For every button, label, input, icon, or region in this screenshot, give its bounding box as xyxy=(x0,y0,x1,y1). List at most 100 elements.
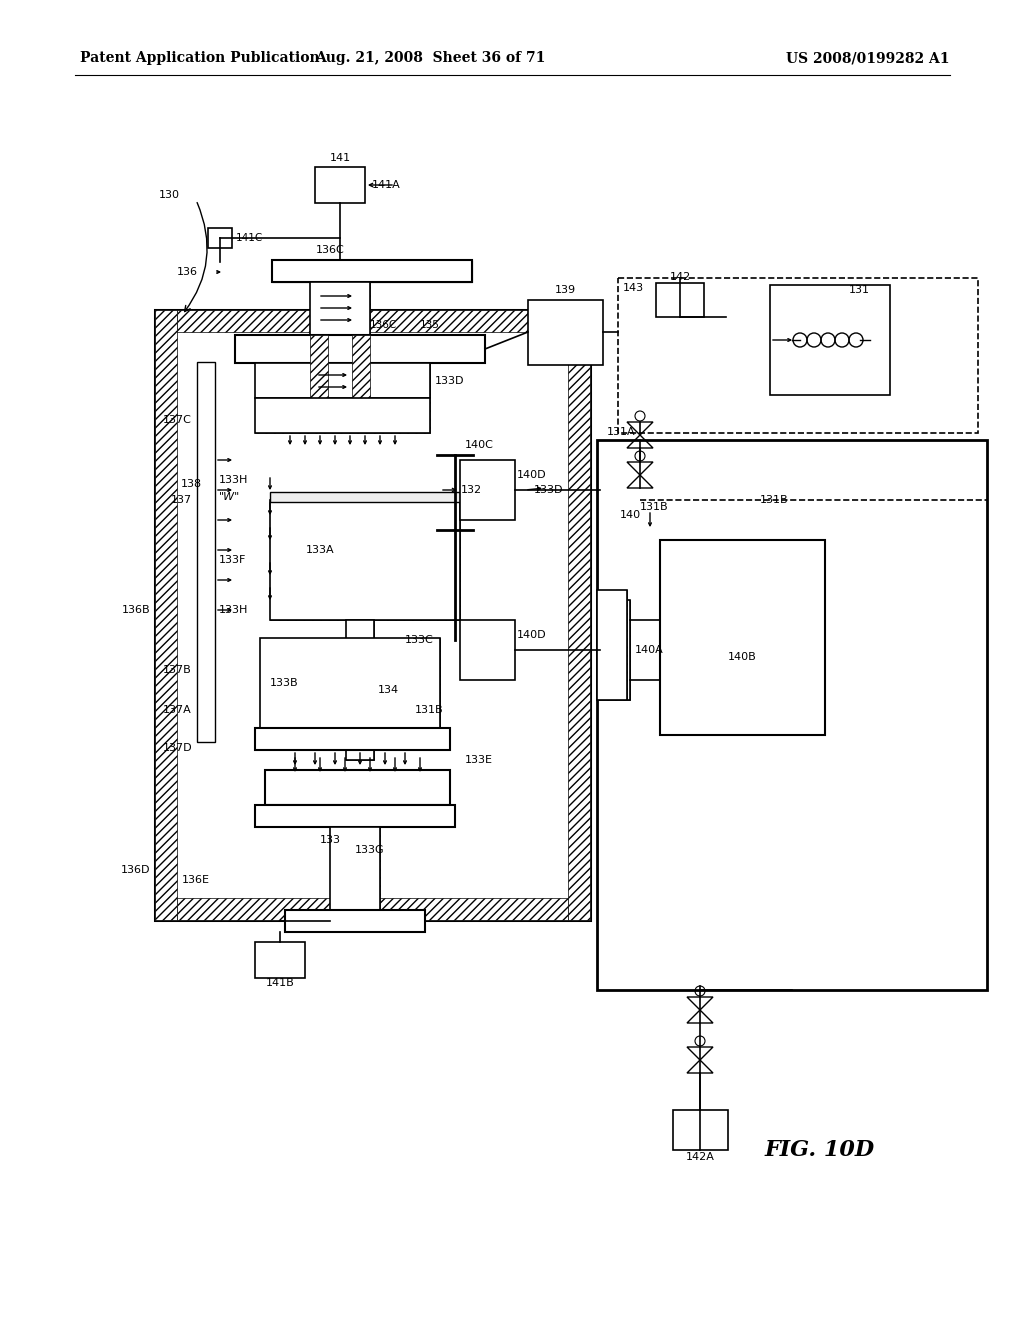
Bar xyxy=(315,168,365,203)
Bar xyxy=(597,590,627,700)
Text: 133C: 133C xyxy=(406,635,434,645)
Text: 133: 133 xyxy=(319,836,341,845)
Bar xyxy=(197,362,215,742)
Bar xyxy=(270,492,460,502)
Text: 131A: 131A xyxy=(606,426,635,437)
Text: 140B: 140B xyxy=(728,652,757,663)
Bar xyxy=(310,282,328,335)
Text: 130: 130 xyxy=(159,190,180,201)
Text: 133H: 133H xyxy=(219,475,249,484)
Bar xyxy=(272,260,472,282)
Text: 140A: 140A xyxy=(635,645,664,655)
Text: FIG. 10D: FIG. 10D xyxy=(765,1139,876,1162)
Bar xyxy=(260,638,440,729)
Bar xyxy=(177,898,568,920)
Bar xyxy=(255,805,455,828)
Text: 141C: 141C xyxy=(236,234,263,243)
Bar xyxy=(197,362,215,742)
Bar xyxy=(255,399,430,433)
Text: Aug. 21, 2008  Sheet 36 of 71: Aug. 21, 2008 Sheet 36 of 71 xyxy=(314,51,545,65)
Bar xyxy=(673,1110,727,1150)
Text: Patent Application Publication: Patent Application Publication xyxy=(80,51,319,65)
Bar xyxy=(310,335,328,399)
Text: 142A: 142A xyxy=(685,1152,715,1162)
Text: 133D: 133D xyxy=(435,375,465,385)
Text: 141A: 141A xyxy=(372,180,400,190)
Bar xyxy=(270,500,460,620)
Text: 133D: 133D xyxy=(534,484,563,495)
Text: 137B: 137B xyxy=(163,665,193,675)
Bar xyxy=(330,828,380,909)
Text: US 2008/0199282 A1: US 2008/0199282 A1 xyxy=(786,51,950,65)
Bar xyxy=(352,282,370,335)
Bar xyxy=(660,540,825,735)
Bar xyxy=(656,282,705,317)
Bar xyxy=(352,335,370,399)
Text: 136D: 136D xyxy=(121,865,150,875)
Text: 137: 137 xyxy=(171,495,193,506)
Text: 134: 134 xyxy=(378,685,399,696)
Text: 133E: 133E xyxy=(465,755,493,766)
Bar xyxy=(310,282,370,335)
Bar xyxy=(272,260,472,282)
Text: 141B: 141B xyxy=(265,978,294,987)
Bar xyxy=(285,909,425,932)
Bar xyxy=(618,279,978,433)
Bar xyxy=(346,620,374,760)
Text: 140: 140 xyxy=(620,510,641,520)
Bar xyxy=(255,805,455,828)
Text: 140D: 140D xyxy=(517,630,547,640)
Bar xyxy=(155,310,177,920)
Text: 137A: 137A xyxy=(163,705,193,715)
Bar xyxy=(597,440,987,990)
Bar xyxy=(770,285,890,395)
Bar xyxy=(265,770,450,805)
Bar xyxy=(568,310,590,920)
Text: 143: 143 xyxy=(623,282,644,293)
Text: 131B: 131B xyxy=(415,705,443,715)
Text: "W": "W" xyxy=(219,492,241,502)
Text: 133H: 133H xyxy=(219,605,249,615)
Text: 133G: 133G xyxy=(355,845,385,855)
Text: 138: 138 xyxy=(181,479,202,488)
Bar xyxy=(255,942,305,978)
Bar xyxy=(270,500,460,620)
Bar xyxy=(460,459,515,520)
Bar xyxy=(255,729,450,750)
Text: 131B: 131B xyxy=(640,502,669,512)
Text: 136C: 136C xyxy=(370,319,397,330)
Bar xyxy=(460,620,515,680)
Bar xyxy=(265,770,450,805)
Text: 140D: 140D xyxy=(517,470,547,480)
Text: 133A: 133A xyxy=(306,545,334,554)
Bar xyxy=(285,909,425,932)
Bar xyxy=(255,363,430,399)
Bar xyxy=(208,228,232,248)
Text: 133B: 133B xyxy=(270,678,299,688)
Text: 140C: 140C xyxy=(465,440,494,450)
Bar xyxy=(155,310,590,920)
Text: 136C: 136C xyxy=(315,246,344,255)
Bar xyxy=(346,620,374,760)
Text: 131: 131 xyxy=(849,285,870,294)
Bar xyxy=(597,590,627,700)
Bar xyxy=(234,335,485,363)
Text: 135: 135 xyxy=(420,319,440,330)
Text: 136: 136 xyxy=(177,267,198,277)
Bar xyxy=(330,828,380,909)
Text: 136B: 136B xyxy=(122,605,150,615)
Text: 131B: 131B xyxy=(760,495,788,506)
Bar xyxy=(255,729,450,750)
Text: 139: 139 xyxy=(554,285,575,294)
Bar xyxy=(528,300,603,366)
Bar xyxy=(600,601,630,700)
Bar xyxy=(600,601,630,700)
Bar xyxy=(255,399,430,433)
Text: 137D: 137D xyxy=(163,743,193,752)
Text: 136E: 136E xyxy=(182,875,210,884)
Text: 137C: 137C xyxy=(163,414,193,425)
Bar xyxy=(260,638,440,729)
Bar xyxy=(177,310,568,333)
Text: 142: 142 xyxy=(670,272,690,282)
Bar xyxy=(255,363,430,399)
